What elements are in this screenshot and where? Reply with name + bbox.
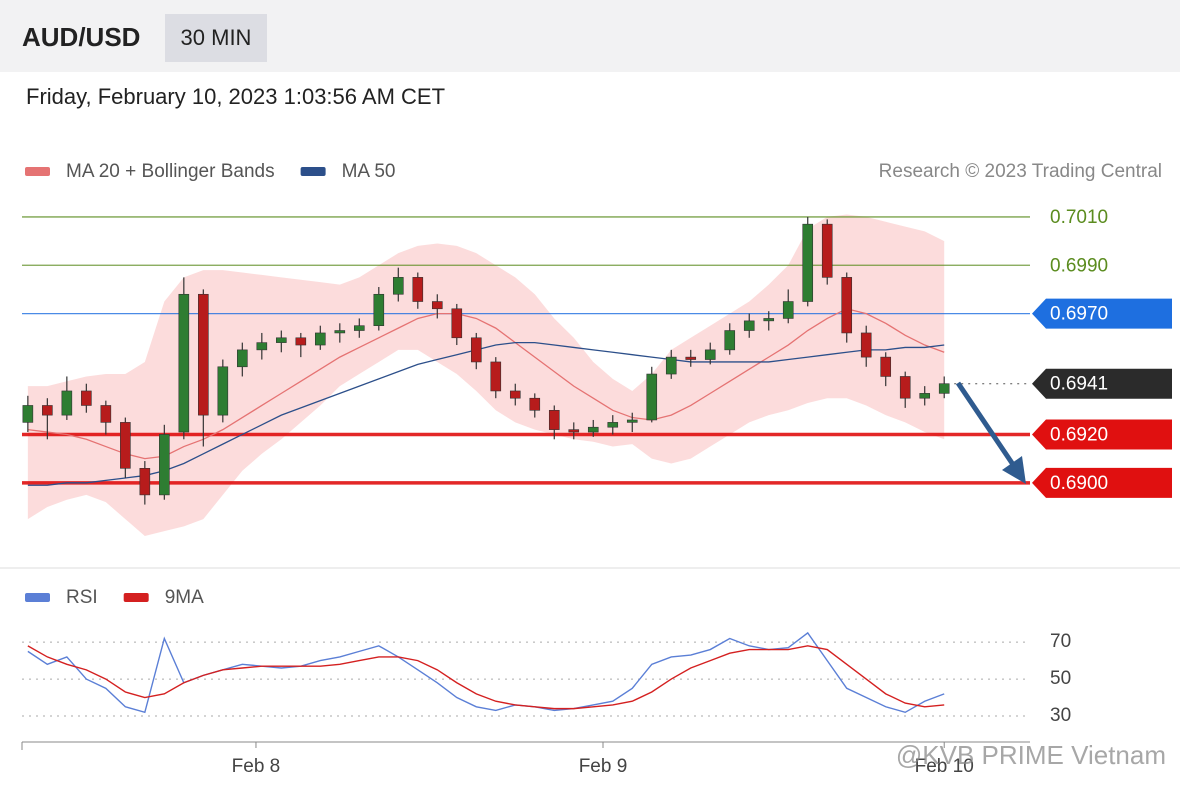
legend-swatch	[25, 167, 50, 176]
candle-body	[412, 277, 424, 302]
candle-body	[451, 308, 463, 339]
forecast-arrow	[955, 381, 1017, 468]
y-tick-label: 30	[1050, 705, 1071, 726]
candle-body	[880, 356, 892, 377]
y-tick-label: 70	[1050, 631, 1071, 652]
moving-average	[27, 341, 945, 486]
symbol: AUD/USD	[22, 22, 140, 52]
level-badge	[1032, 298, 1172, 329]
legend-label: RSI	[66, 587, 98, 608]
candle-body	[899, 376, 911, 399]
interval[interactable]: 30 MIN	[181, 25, 252, 50]
watermark: @KVB PRIME Vietnam	[896, 740, 1166, 770]
candle-body	[860, 332, 872, 358]
candle-body	[724, 330, 736, 351]
forecast-arrow-head	[1002, 456, 1026, 484]
candle-body	[919, 393, 931, 399]
x-tick-label: Feb 8	[232, 756, 281, 777]
candle-body	[198, 293, 209, 416]
series-line	[27, 645, 945, 710]
y-tick-label: 50	[1050, 668, 1071, 689]
candle-body	[743, 320, 755, 331]
candle-body	[548, 409, 560, 430]
candle-body	[42, 405, 53, 416]
candle-body	[61, 390, 73, 416]
candle-body	[490, 361, 502, 392]
candle-body	[81, 390, 92, 406]
candle-body	[22, 405, 34, 423]
candle-body	[334, 330, 346, 334]
candle-body	[159, 434, 170, 496]
candle-body	[646, 373, 658, 421]
candle-body	[782, 301, 794, 319]
candle-body	[315, 332, 326, 346]
candle-body	[431, 301, 443, 310]
level-label: 0.6970	[1050, 304, 1108, 325]
legend-swatch	[123, 593, 149, 602]
level-label: 0.6900	[1050, 473, 1108, 494]
candle-body	[509, 390, 521, 399]
candle-body	[353, 325, 365, 331]
candle-body	[392, 277, 404, 295]
candle-body	[120, 422, 131, 469]
timestamp: Friday, February 10, 2023 1:03:56 AM CET	[26, 84, 445, 109]
legend-label: 9MA	[165, 587, 204, 608]
level-label: 0.6990	[1050, 255, 1108, 276]
candle-body	[685, 356, 697, 360]
candle-body	[529, 397, 541, 411]
level-badge	[1032, 467, 1172, 498]
candle-body	[217, 366, 229, 416]
candle-body	[237, 349, 248, 368]
series-line	[27, 631, 945, 714]
level-label: 0.7010	[1050, 207, 1108, 228]
level-badge	[1032, 368, 1172, 399]
interval-box[interactable]	[165, 14, 267, 62]
legend-label: MA 50	[342, 161, 396, 182]
candle-body	[373, 293, 385, 326]
candle-body	[704, 349, 716, 360]
candle-body	[470, 337, 482, 363]
candle-body	[841, 277, 853, 334]
candle-body	[763, 318, 775, 322]
copyright: Research © 2023 Trading Central	[879, 161, 1162, 182]
candle-body	[821, 223, 833, 278]
candle-body	[665, 356, 677, 375]
moving-average	[27, 308, 945, 460]
candle-body	[938, 383, 950, 394]
level-label: 0.6941	[1050, 374, 1108, 395]
candle-body	[607, 422, 619, 428]
candle-body	[568, 429, 580, 433]
x-tick-label: Feb 10	[915, 756, 974, 777]
candle-body	[295, 337, 307, 346]
legend-swatch	[25, 593, 50, 602]
candle-body	[139, 468, 151, 496]
candle-body	[802, 223, 814, 302]
candle-body	[276, 337, 287, 343]
bollinger-band	[27, 214, 945, 536]
legend-label: MA 20 + Bollinger Bands	[66, 161, 275, 182]
legend-swatch	[300, 167, 326, 176]
candle-body	[178, 293, 190, 433]
level-label: 0.6920	[1050, 424, 1108, 445]
candle-body	[587, 426, 599, 433]
x-tick-label: Feb 9	[579, 756, 628, 777]
candle-body	[100, 405, 112, 423]
level-badge	[1032, 419, 1172, 450]
candle-body	[256, 342, 268, 351]
candle-body	[626, 419, 638, 423]
